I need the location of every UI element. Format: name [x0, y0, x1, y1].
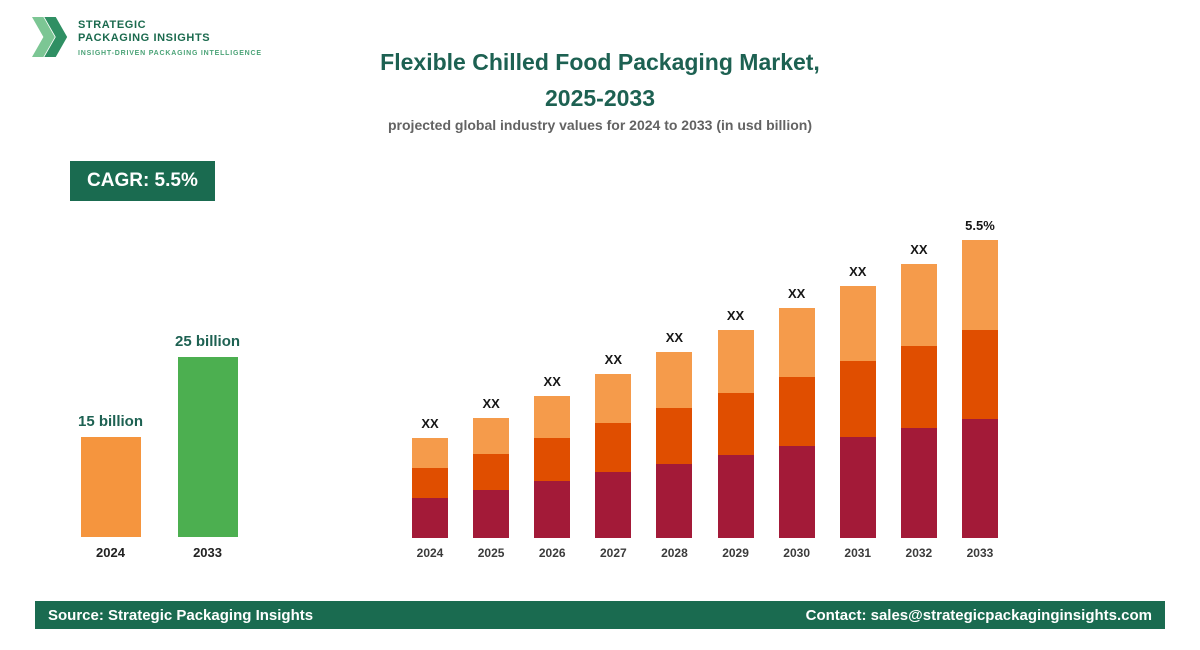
chart-title: Flexible Chilled Food Packaging Market, … [0, 44, 1200, 116]
logo-text: STRATEGIC PACKAGING INSIGHTS INSIGHT-DRI… [78, 14, 262, 57]
cagr-badge: CAGR: 5.5% [70, 161, 215, 201]
x-axis-label: 2030 [783, 546, 810, 560]
segment-top [900, 264, 937, 346]
stacked-bar-chart: XX 2024 XX 2025 XX 2026 XX 2027 XX 2028 XX 2029 XX 20… [412, 210, 998, 560]
stacked-bar [717, 330, 754, 538]
footer-contact: Contact: sales@strategicpackaginginsight… [805, 606, 1152, 624]
segment-middle [717, 393, 754, 455]
x-axis-label: 2032 [905, 546, 933, 560]
logo-line2: PACKAGING INSIGHTS [78, 32, 211, 44]
chart-title-line2: 2025-2033 [545, 85, 655, 111]
bar-value-label: XX [482, 396, 500, 411]
segment-middle [900, 346, 937, 428]
x-axis-label: 2025 [477, 546, 505, 560]
stacked-bar [839, 286, 876, 538]
logo-tagline: INSIGHT-DRIVEN PACKAGING INTELLIGENCE [78, 50, 262, 57]
mini-bar-year-label: 2033 [193, 545, 222, 560]
chart-subtitle: projected global industry values for 202… [388, 117, 812, 133]
stacked-bar [534, 396, 571, 538]
bar-value-label: 5.5% [965, 218, 995, 233]
segment-bottom [534, 481, 571, 538]
mini-bar [177, 357, 238, 537]
segment-middle [778, 377, 815, 446]
logo-line1: STRATEGIC [78, 19, 147, 31]
segment-top [534, 396, 571, 438]
segment-top [595, 374, 632, 423]
segment-bottom [656, 464, 693, 538]
bar-value-label: XX [665, 330, 684, 345]
stacked-bar [473, 418, 510, 538]
stacked-bar [961, 240, 998, 538]
mini-bar-column: 25 billion 2033 [175, 333, 240, 560]
stacked-bar [900, 264, 937, 538]
stacked-bar [595, 374, 632, 538]
segment-middle [839, 361, 876, 437]
stacked-bar-column: XX 2028 [656, 330, 693, 560]
segment-bottom [473, 490, 510, 538]
bar-value-label: XX [910, 242, 928, 257]
chevron-logo-icon [32, 17, 68, 57]
segment-middle [534, 438, 571, 481]
stacked-bar [778, 308, 815, 538]
chart-title-line1: Flexible Chilled Food Packaging Market, [380, 49, 820, 75]
stacked-bar-column: XX 2032 [900, 242, 937, 560]
mini-bar-year-label: 2024 [96, 545, 125, 560]
x-axis-label: 2027 [599, 546, 627, 560]
mini-bar-value-label: 25 billion [175, 333, 241, 350]
x-axis-label: 2026 [538, 546, 566, 560]
segment-top [412, 438, 448, 468]
bar-value-label: XX [604, 352, 622, 367]
mini-bar [80, 437, 141, 537]
stacked-bar [656, 352, 693, 538]
segment-bottom [778, 446, 815, 538]
stacked-bar-column: XX 2030 [778, 286, 815, 560]
bar-value-label: XX [849, 264, 867, 279]
segment-middle [656, 408, 693, 464]
segment-bottom [717, 455, 754, 538]
x-axis-label: 2028 [661, 546, 688, 560]
x-axis-label: 2031 [844, 546, 872, 560]
mini-bar-value-label: 15 billion [78, 413, 144, 430]
segment-middle [473, 454, 510, 490]
segment-bottom [595, 472, 632, 538]
x-axis-label: 2033 [966, 546, 994, 560]
segment-top [778, 308, 815, 377]
segment-top [961, 240, 998, 330]
footer-source: Source: Strategic Packaging Insights [48, 606, 314, 624]
stacked-bar-column: XX 2027 [595, 352, 632, 560]
x-axis-label: 2024 [416, 546, 444, 560]
x-axis-label: 2029 [722, 546, 749, 560]
stacked-bar-column: XX 2026 [534, 374, 571, 560]
stacked-bar-column: XX 2031 [839, 264, 876, 560]
bar-value-label: XX [421, 416, 439, 431]
bar-value-label: XX [726, 308, 745, 323]
segment-bottom [900, 428, 937, 538]
bar-value-label: XX [787, 286, 806, 301]
segment-bottom [839, 437, 876, 538]
stacked-bar-column: XX 2024 [412, 416, 448, 560]
stacked-bar-column: XX 2029 [717, 308, 754, 560]
segment-top [473, 418, 510, 454]
mini-bar-column: 15 billion 2024 [78, 413, 143, 560]
segment-top [839, 286, 876, 361]
segment-middle [961, 330, 998, 419]
mini-comparison-chart: 15 billion 2024 25 billion 2033 [78, 320, 240, 560]
stacked-bar-column: 5.5% 2033 [961, 218, 998, 560]
company-logo: STRATEGIC PACKAGING INSIGHTS INSIGHT-DRI… [32, 14, 262, 60]
segment-bottom [961, 419, 998, 538]
segment-middle [595, 423, 632, 472]
bar-value-label: XX [543, 374, 561, 389]
footer-bar: Source: Strategic Packaging Insights Con… [35, 601, 1165, 629]
stacked-bar [412, 438, 448, 538]
segment-middle [412, 468, 448, 498]
segment-top [717, 330, 754, 393]
segment-bottom [412, 498, 448, 538]
stacked-bar-column: XX 2025 [473, 396, 510, 560]
segment-top [656, 352, 693, 408]
